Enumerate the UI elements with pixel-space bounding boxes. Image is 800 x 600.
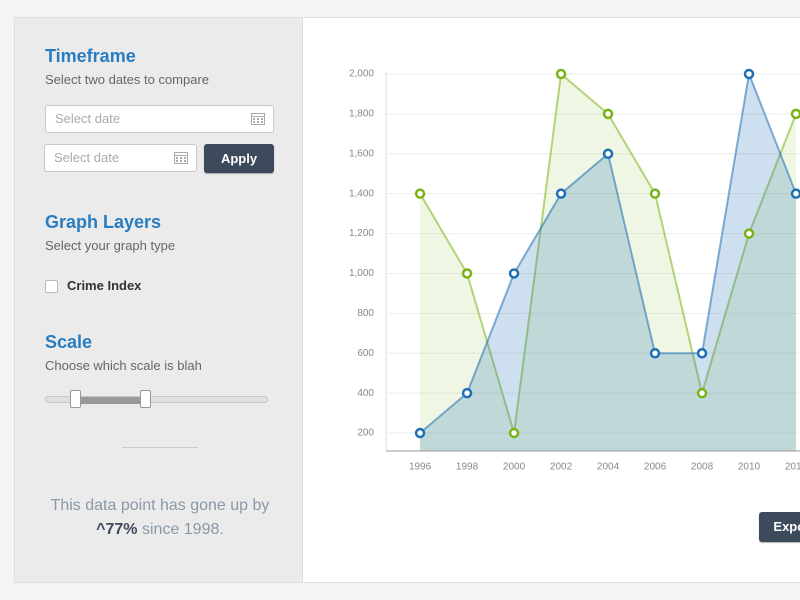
x-tick-label: 2010 (738, 462, 761, 473)
y-tick-label: 400 (357, 388, 374, 399)
data-point (508, 427, 520, 439)
slider-track[interactable] (45, 396, 268, 403)
calendar-icon (251, 113, 265, 125)
data-point (461, 268, 473, 279)
section-subtitle: Select two dates to compare (45, 72, 210, 87)
slider-handle[interactable] (140, 390, 151, 408)
y-tick-label: 1,800 (349, 109, 374, 120)
x-tick-label: 2004 (597, 462, 620, 473)
summary-highlight: ^77% (96, 521, 138, 538)
placeholder: Select date (54, 150, 120, 165)
section-title: Scale (45, 332, 93, 352)
data-point (414, 427, 426, 439)
x-tick-label: 2008 (691, 462, 714, 473)
slider-range (75, 397, 145, 404)
x-tick-label: 2012 (785, 462, 800, 473)
y-tick-label: 1,600 (349, 148, 374, 159)
y-tick-label: 1,200 (349, 228, 374, 239)
checkbox[interactable] (45, 280, 58, 293)
y-tick-label: 1,000 (349, 268, 374, 279)
apply-button[interactable]: Apply (204, 144, 274, 173)
data-point (649, 188, 661, 199)
data-point (602, 148, 614, 160)
x-tick-label: 1998 (456, 462, 479, 473)
data-point (649, 348, 661, 359)
y-tick-label: 1,400 (349, 188, 374, 199)
section-title: Graph Layers (45, 212, 162, 232)
chart: 200 400 600 800 1,000 1,200 1,400 1,600 1,800 2,0… (349, 68, 800, 473)
data-point (696, 348, 708, 359)
date-input[interactable]: Select date (45, 105, 274, 133)
summary-text: since 1998. (141, 521, 224, 538)
data-point (555, 68, 567, 80)
summary: This data point has gone up by ^77% sinc… (35, 494, 285, 542)
sidebar: Timeframe Select two dates to compare Se… (14, 17, 303, 583)
calendar-icon (174, 152, 188, 164)
divider (122, 447, 198, 448)
placeholder: Select date (55, 111, 121, 126)
data-point (743, 68, 755, 80)
y-tick-label: 600 (357, 348, 374, 359)
section-title: Timeframe (45, 46, 136, 66)
data-point (602, 108, 614, 120)
y-tick-label: 800 (357, 308, 374, 319)
summary-text: This data point has gone up by (50, 497, 270, 514)
data-point (790, 108, 800, 120)
data-point (696, 387, 708, 399)
data-point (555, 188, 567, 199)
checkbox-label[interactable]: Crime Index (67, 278, 142, 293)
data-point (790, 188, 800, 199)
x-tick-label: 2002 (550, 462, 573, 473)
x-tick-label: 1996 (409, 462, 432, 473)
export-button[interactable]: Export (759, 512, 800, 542)
area-fill (420, 74, 797, 451)
data-point (743, 228, 755, 239)
main-panel: 200 400 600 800 1,000 1,200 1,400 1,600 1,800 2,0… (303, 17, 800, 583)
date-input[interactable]: Select date (44, 144, 197, 172)
data-point (508, 268, 520, 279)
y-tick-label: 200 (357, 428, 374, 439)
section-subtitle: Select your graph type (45, 238, 176, 253)
y-tick-label: 2,000 (349, 69, 374, 80)
section-subtitle: Choose which scale is blah (45, 358, 202, 373)
data-point (461, 387, 473, 399)
slider-handle[interactable] (70, 390, 81, 408)
x-tick-label: 2006 (644, 462, 667, 473)
data-point (414, 188, 426, 199)
x-tick-label: 2000 (503, 462, 526, 473)
